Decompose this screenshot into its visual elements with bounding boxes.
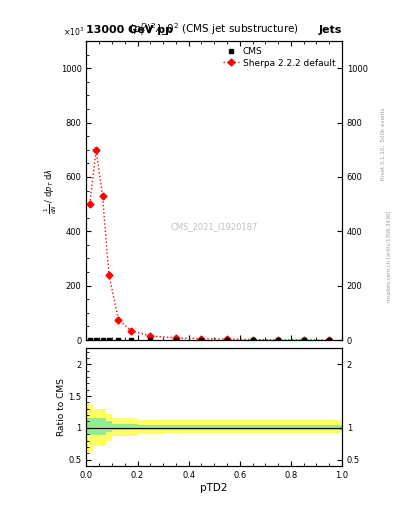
- Sherpa 2.2.2 default: [225, 336, 230, 342]
- Text: mcplots.cern.ch [arXiv:1306.3436]: mcplots.cern.ch [arXiv:1306.3436]: [387, 210, 392, 302]
- CMS: [250, 337, 255, 343]
- Sherpa 2.2.2 default: [327, 337, 332, 343]
- CMS: [87, 337, 92, 343]
- Sherpa 2.2.2 default: [100, 193, 105, 199]
- Line: CMS: CMS: [87, 337, 332, 343]
- Sherpa 2.2.2 default: [276, 337, 281, 343]
- CMS: [199, 337, 204, 343]
- Y-axis label: $\frac{1}{\mathrm{d}N}\ /\ \mathrm{d}p_{T}\ \mathrm{d}\lambda$: $\frac{1}{\mathrm{d}N}\ /\ \mathrm{d}p_{…: [43, 167, 59, 214]
- Sherpa 2.2.2 default: [107, 272, 111, 278]
- CMS: [107, 337, 111, 343]
- CMS: [225, 337, 230, 343]
- Sherpa 2.2.2 default: [116, 316, 121, 323]
- Text: Jets: Jets: [319, 25, 342, 35]
- CMS: [94, 337, 99, 343]
- Text: CMS_2021_I1920187: CMS_2021_I1920187: [171, 222, 258, 231]
- Text: Rivet 3.1.10,  500k events: Rivet 3.1.10, 500k events: [381, 107, 386, 180]
- Legend: CMS, Sherpa 2.2.2 default: CMS, Sherpa 2.2.2 default: [221, 46, 338, 69]
- Sherpa 2.2.2 default: [250, 336, 255, 343]
- Sherpa 2.2.2 default: [174, 335, 178, 341]
- CMS: [174, 337, 178, 343]
- Text: $\times10^{3}$: $\times10^{3}$: [63, 26, 84, 38]
- X-axis label: pTD2: pTD2: [200, 482, 228, 493]
- Sherpa 2.2.2 default: [87, 201, 92, 207]
- CMS: [148, 337, 152, 343]
- Sherpa 2.2.2 default: [94, 146, 99, 153]
- CMS: [100, 337, 105, 343]
- Text: $(p_{T}^{D})^{2}\lambda\_0^{2}$ (CMS jet substructure): $(p_{T}^{D})^{2}\lambda\_0^{2}$ (CMS jet…: [129, 21, 299, 38]
- Sherpa 2.2.2 default: [148, 333, 152, 339]
- CMS: [327, 337, 332, 343]
- CMS: [129, 337, 134, 343]
- Sherpa 2.2.2 default: [199, 336, 204, 342]
- Y-axis label: Ratio to CMS: Ratio to CMS: [57, 378, 66, 436]
- CMS: [301, 337, 306, 343]
- Line: Sherpa 2.2.2 default: Sherpa 2.2.2 default: [87, 147, 332, 343]
- CMS: [116, 337, 121, 343]
- Sherpa 2.2.2 default: [301, 337, 306, 343]
- CMS: [276, 337, 281, 343]
- Sherpa 2.2.2 default: [129, 328, 134, 334]
- Text: 13000 GeV pp: 13000 GeV pp: [86, 25, 173, 35]
